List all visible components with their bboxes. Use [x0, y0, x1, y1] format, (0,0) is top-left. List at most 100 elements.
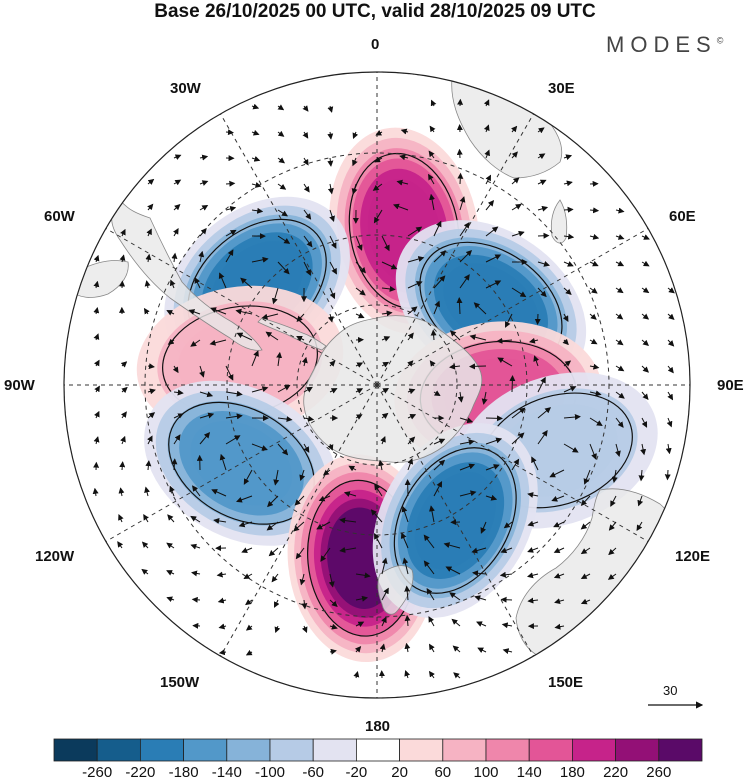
- wind-arrow: [303, 235, 313, 248]
- wind-arrow: [119, 461, 126, 471]
- wind-arrow: [433, 275, 446, 289]
- wind-arrow: [190, 515, 201, 523]
- wind-arrow: [199, 391, 214, 398]
- wind-arrow: [120, 361, 128, 368]
- wind-arrow: [188, 309, 201, 315]
- lon-label-120w: 120W: [35, 548, 75, 565]
- wind-arrow: [636, 521, 643, 532]
- wind-arrow: [563, 287, 572, 295]
- colorbar-swatch: [528, 738, 573, 762]
- wind-arrow: [537, 407, 552, 419]
- wind-arrow: [589, 417, 603, 427]
- wind-arrow: [191, 570, 201, 577]
- colorbar-tick-label: -220: [125, 764, 156, 781]
- map-boundary: [63, 71, 691, 699]
- wind-arrow: [563, 261, 574, 267]
- wind-arrow: [526, 572, 539, 579]
- wind-arrow: [303, 386, 313, 393]
- wind-arrow: [428, 616, 435, 627]
- wind-arrow: [225, 229, 237, 237]
- wind-arrow: [537, 179, 547, 186]
- wind-arrow: [615, 417, 624, 428]
- wind-arrow: [211, 489, 227, 497]
- wind-arrow: [553, 572, 565, 579]
- wind-arrow: [251, 207, 264, 214]
- wind-arrow: [294, 495, 305, 506]
- wind-arrow: [430, 329, 437, 341]
- wind-arrow: [667, 391, 674, 401]
- colorbar-swatch: [572, 738, 617, 762]
- wind-arrow: [429, 193, 435, 211]
- wind-arrow: [329, 599, 338, 608]
- wind-arrow: [355, 414, 363, 420]
- wind-arrow: [147, 203, 154, 211]
- wind-arrow: [527, 597, 539, 604]
- wind-arrow: [380, 435, 386, 445]
- wind-arrow: [118, 514, 124, 523]
- wind-arrow: [407, 226, 423, 237]
- wind-arrow: [171, 252, 178, 263]
- colorbar-tick-label: 20: [391, 764, 408, 781]
- lon-label-0: 0: [371, 36, 380, 53]
- wind-arrow: [303, 443, 310, 453]
- wind-arrow: [119, 254, 126, 263]
- wind-arrow: [329, 388, 338, 394]
- wind-arrow: [329, 235, 337, 249]
- wind-arrow: [353, 670, 360, 679]
- wind-arrow: [277, 235, 291, 244]
- wind-arrow: [225, 249, 234, 263]
- wind-arrow: [166, 596, 175, 603]
- wind-arrow: [459, 463, 476, 471]
- wind-arrow: [428, 150, 435, 159]
- wind-arrow: [404, 585, 411, 601]
- wind-arrow: [251, 103, 260, 110]
- wind-arrow: [166, 310, 175, 316]
- wind-arrow: [500, 547, 513, 554]
- wind-arrow: [580, 521, 591, 530]
- wind-arrow: [117, 541, 124, 549]
- colorbar-tick-label: 60: [434, 764, 452, 781]
- wind-arrow: [120, 435, 126, 445]
- wind-arrow: [173, 179, 182, 186]
- wind-arrow: [218, 623, 227, 630]
- wind-arrow: [209, 339, 227, 346]
- wind-arrow: [485, 280, 502, 289]
- wind-arrow: [327, 131, 334, 140]
- wind-arrow: [296, 336, 305, 342]
- wind-arrow: [172, 365, 179, 374]
- wind-arrow: [580, 573, 591, 579]
- wind-arrow: [641, 365, 649, 373]
- wind-arrow: [429, 125, 436, 133]
- wind-arrow: [277, 416, 293, 423]
- colorbar-tick-label: 260: [646, 764, 672, 781]
- wind-arrow: [303, 183, 310, 193]
- wind-arrow: [240, 277, 253, 289]
- wind-arrow: [589, 260, 599, 267]
- wind-arrow: [449, 592, 461, 601]
- wind-arrow: [429, 505, 435, 523]
- wind-arrow: [381, 557, 388, 575]
- wind-arrow: [303, 415, 315, 422]
- wind-arrow: [615, 339, 624, 346]
- wind-arrow: [236, 332, 253, 341]
- wind-arrow: [481, 391, 488, 405]
- wind-arrow: [511, 203, 522, 211]
- wind-arrow: [589, 313, 597, 320]
- wind-arrow: [147, 435, 153, 445]
- wind-arrow: [241, 547, 253, 553]
- wind-arrow: [192, 485, 201, 497]
- wind-arrow: [459, 249, 473, 263]
- wind-arrow: [641, 313, 650, 320]
- wind-arrow: [339, 517, 357, 524]
- wind-arrow: [92, 487, 99, 497]
- wind-arrow: [580, 495, 591, 506]
- wind-arrow: [459, 417, 474, 424]
- wind-arrow: [251, 156, 261, 162]
- wind-arrow: [277, 261, 290, 275]
- wind-arrow: [641, 339, 649, 347]
- wind-arrow: [428, 173, 435, 185]
- lon-label-120e: 120E: [675, 548, 711, 565]
- wind-arrow: [402, 557, 409, 575]
- wind-arrow: [537, 205, 549, 212]
- wind-arrow: [378, 459, 385, 471]
